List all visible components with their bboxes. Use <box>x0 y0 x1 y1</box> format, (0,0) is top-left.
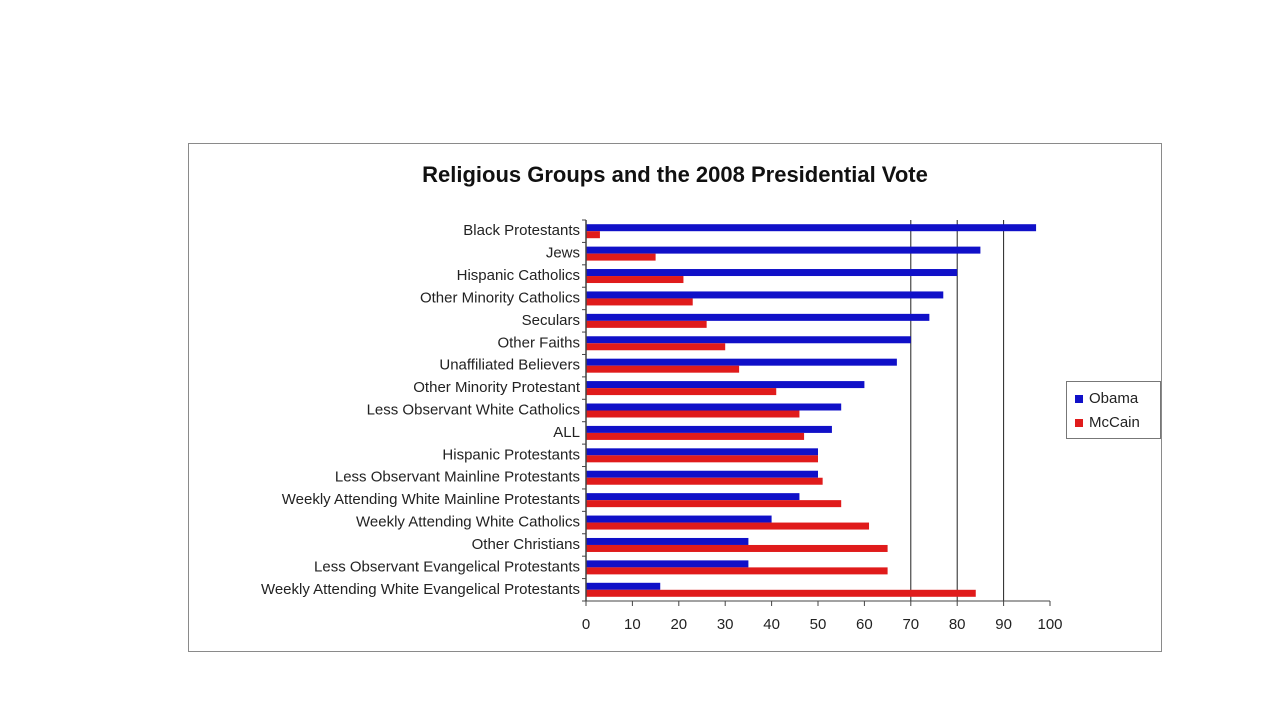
bar-obama-8 <box>586 403 842 411</box>
category-label: Weekly Attending White Catholics <box>356 514 580 531</box>
x-tick-label: 90 <box>995 616 1012 633</box>
bar-obama-13 <box>586 515 772 523</box>
x-tick-label: 100 <box>1037 616 1062 633</box>
chart-frame: Religious Groups and the 2008 Presidenti… <box>188 143 1162 652</box>
x-tick-label: 10 <box>624 616 641 633</box>
category-label: Black Protestants <box>463 222 580 239</box>
bar-obama-9 <box>586 425 832 433</box>
legend-item-obama: Obama <box>1075 390 1138 407</box>
bar-mccain-10 <box>586 455 818 463</box>
legend-item-mccain: McCain <box>1075 414 1140 431</box>
bar-mccain-13 <box>586 522 870 530</box>
bar-mccain-3 <box>586 298 693 306</box>
category-label: Less Observant Evangelical Protestants <box>314 558 580 575</box>
legend-swatch-mccain <box>1075 418 1083 427</box>
x-tick-label: 40 <box>763 616 780 633</box>
chart-title: Religious Groups and the 2008 Presidenti… <box>422 162 928 187</box>
bar-obama-11 <box>586 470 818 478</box>
x-tick-label: 80 <box>949 616 966 633</box>
legend: Obama McCain <box>1066 381 1161 439</box>
category-label: Other Minority Catholics <box>420 289 580 306</box>
bar-mccain-8 <box>586 410 800 418</box>
bar-mccain-4 <box>586 320 707 328</box>
category-label: Other Minority Protestant <box>413 379 581 396</box>
bar-obama-16 <box>586 582 661 590</box>
legend-swatch-obama <box>1075 394 1083 403</box>
bar-obama-0 <box>586 224 1037 232</box>
bar-mccain-16 <box>586 589 976 597</box>
bar-obama-14 <box>586 537 749 545</box>
legend-label-obama: Obama <box>1089 390 1139 407</box>
category-label: Weekly Attending White Mainline Protesta… <box>282 491 580 508</box>
bar-obama-1 <box>586 246 981 254</box>
category-label: Other Christians <box>472 536 580 553</box>
category-label: Jews <box>546 245 580 262</box>
legend-label-mccain: McCain <box>1089 414 1140 431</box>
category-label: Weekly Attending White Evangelical Prote… <box>261 581 580 598</box>
x-tick-label: 70 <box>902 616 919 633</box>
bar-obama-12 <box>586 493 800 501</box>
bar-mccain-5 <box>586 343 726 351</box>
x-tick-label: 50 <box>810 616 827 633</box>
x-tick-label: 0 <box>582 616 590 633</box>
bar-obama-10 <box>586 448 818 456</box>
bar-mccain-0 <box>586 231 600 239</box>
bar-obama-5 <box>586 336 911 344</box>
chart-plot: Black Protestants Jews Hispanic Catholics O… <box>261 219 1063 633</box>
x-tick-label: 20 <box>670 616 687 633</box>
bar-mccain-7 <box>586 388 777 396</box>
bar-mccain-15 <box>586 567 888 575</box>
category-label: Less Observant White Catholics <box>367 402 580 419</box>
bar-mccain-11 <box>586 477 823 485</box>
category-label: Hispanic Catholics <box>457 267 580 284</box>
bar-obama-3 <box>586 291 944 299</box>
bar-obama-15 <box>586 560 749 568</box>
bar-mccain-2 <box>586 276 684 284</box>
category-label: Less Observant Mainline Protestants <box>335 469 580 486</box>
bar-mccain-1 <box>586 253 656 261</box>
bar-obama-6 <box>586 358 897 366</box>
category-label: Hispanic Protestants <box>442 446 580 463</box>
bar-mccain-14 <box>586 544 888 552</box>
category-label: Seculars <box>522 312 580 329</box>
category-label: ALL <box>553 424 580 441</box>
bar-obama-7 <box>586 381 865 389</box>
bar-obama-2 <box>586 269 958 277</box>
x-tick-label: 60 <box>856 616 873 633</box>
bar-mccain-12 <box>586 500 842 508</box>
bar-obama-4 <box>586 313 930 321</box>
category-label: Unaffiliated Believers <box>439 357 580 374</box>
bar-mccain-6 <box>586 365 740 373</box>
x-tick-label: 30 <box>717 616 734 633</box>
bar-mccain-9 <box>586 432 805 440</box>
category-label: Other Faiths <box>497 334 580 351</box>
